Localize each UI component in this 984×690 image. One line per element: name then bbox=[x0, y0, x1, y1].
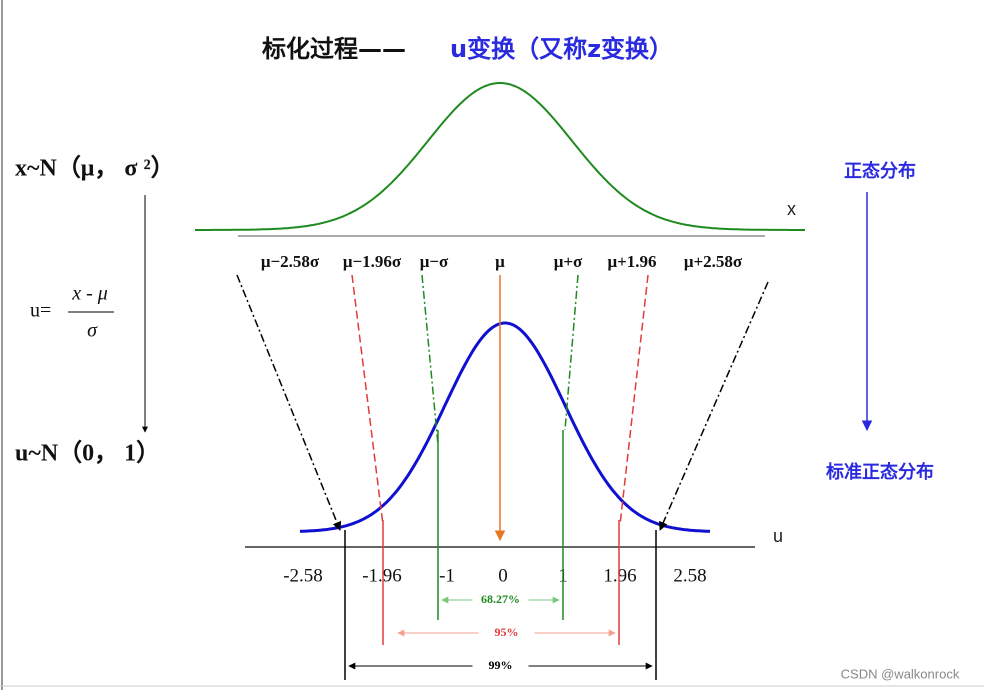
range-label: 95% bbox=[495, 625, 519, 639]
title-left: 标化过程—— bbox=[262, 35, 406, 63]
label-bg bbox=[472, 592, 529, 608]
bottom-label: -1.96 bbox=[362, 565, 402, 586]
guide-line bbox=[236, 274, 342, 531]
formula-den: σ bbox=[87, 320, 98, 342]
range-label: 99% bbox=[489, 658, 513, 672]
label-bg bbox=[478, 625, 535, 641]
bottom-label: 0 bbox=[498, 565, 508, 586]
formula-num: x - μ bbox=[71, 283, 108, 305]
u-axis-name: u bbox=[773, 526, 783, 546]
guide-line bbox=[564, 274, 579, 431]
guide-line bbox=[351, 274, 384, 526]
bottom-label: -1 bbox=[439, 565, 455, 586]
normal-curve bbox=[195, 82, 805, 231]
range-label: 68.27% bbox=[481, 592, 520, 606]
guides: 68.27% 95% 99% bbox=[236, 274, 769, 680]
from-label: 正态分布 bbox=[844, 160, 916, 182]
formula-lhs: u= bbox=[30, 300, 51, 322]
to-label: 标准正态分布 bbox=[825, 461, 934, 483]
bottom-label: 1.96 bbox=[603, 565, 636, 586]
guide-line bbox=[659, 281, 769, 531]
top-label: μ+1.96 bbox=[607, 252, 656, 271]
curves bbox=[195, 82, 805, 533]
bottom-labels: -2.58-1.96-1011.962.58 bbox=[283, 565, 706, 586]
guide-line bbox=[619, 274, 649, 526]
guide-line bbox=[421, 274, 439, 446]
to-dist: u~N（0， 1） bbox=[15, 440, 160, 467]
top-labels: μ−2.58σ μ−1.96σ μ−σ μ μ+σ μ+1.96 μ+2.58σ bbox=[261, 252, 743, 271]
top-label: μ−1.96σ bbox=[343, 252, 402, 271]
top-label: μ+σ bbox=[554, 252, 583, 271]
top-label: μ−σ bbox=[420, 252, 449, 271]
bottom-label: -2.58 bbox=[283, 565, 323, 586]
x-axis-name: x bbox=[787, 199, 796, 219]
top-label: μ bbox=[495, 252, 505, 271]
title-right: u变换（又称z变换） bbox=[450, 35, 673, 63]
top-label: μ−2.58σ bbox=[261, 252, 320, 271]
from-dist: x~N（μ， σ ²） bbox=[15, 155, 175, 182]
label-bg bbox=[472, 658, 529, 674]
bottom-label: 2.58 bbox=[673, 565, 706, 586]
top-label: μ+2.58σ bbox=[684, 252, 743, 271]
standard-curve bbox=[299, 321, 711, 533]
watermark: CSDN @walkonrock bbox=[841, 666, 960, 681]
